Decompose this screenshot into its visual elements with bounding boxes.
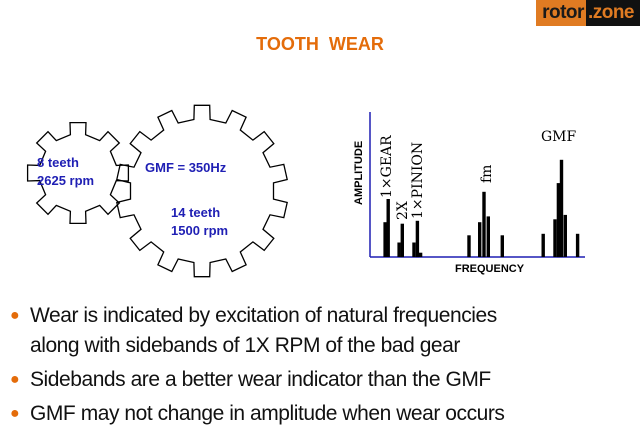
spectrum-bar-17 (575, 233, 580, 257)
spectrum-bar-7 (467, 235, 471, 258)
peak-label-1x-pinion: 1×PINION (410, 142, 426, 219)
bullet-1-line-1: Wear is indicated by excitation of natur… (30, 304, 497, 327)
bullet-1-line-2: along with sidebands of 1X RPM of the ba… (30, 334, 460, 357)
spectrum-bar-16 (563, 214, 567, 257)
spectrum-bar-6 (418, 252, 423, 257)
spectrum-bar-12 (541, 233, 545, 257)
peak-label-1x-gear: 1×GEAR (379, 135, 395, 198)
spectrum-bar-1 (386, 199, 390, 257)
x-axis-label: FREQUENCY (455, 263, 525, 275)
gear-8-teeth (26, 121, 130, 225)
slide-title: TOOTH WEAR (256, 34, 384, 54)
spectrum-bar-10 (486, 216, 490, 257)
spectrum-bar-9 (482, 191, 486, 258)
pinion-teeth-label: 8 teeth (37, 155, 79, 170)
logo-part2: .zone (585, 0, 640, 26)
pinion-rpm-label: 2625 rpm (37, 173, 94, 188)
spectrum-bar-8 (478, 222, 482, 257)
logo-part1: rotor (536, 0, 586, 26)
spectrum-bar-13 (553, 219, 557, 257)
spectrum-plot: AMPLITUDE FREQUENCY 1×GEAR 2X 1×PINION f… (353, 112, 585, 275)
rotor-zone-logo: rotor .zone (536, 0, 640, 26)
gmf-label: GMF = 350Hz (145, 160, 227, 175)
gear-teeth-label: 14 teeth (171, 205, 220, 220)
spectrum-bar-3 (400, 223, 404, 258)
bullet-3-line-1: GMF may not change in amplitude when wea… (30, 402, 505, 425)
bullet-2-line-1: Sidebands are a better wear indicator th… (30, 368, 491, 391)
gear-rpm-label: 1500 rpm (171, 223, 228, 238)
spectrum-bar-14 (556, 183, 561, 258)
spectrum-bar-5 (415, 220, 420, 258)
spectrum-bar-11 (500, 235, 504, 258)
spectrum-bar-0 (383, 222, 387, 257)
gear-14-teeth (116, 104, 288, 278)
peak-label-fm: fm (479, 165, 495, 183)
bullet-dot: ● (10, 307, 20, 324)
spectrum-bar-15 (559, 159, 564, 257)
bullet-dot: ● (10, 371, 20, 388)
peak-label-gmf: GMF (541, 129, 577, 145)
bullet-dot: ● (10, 405, 20, 422)
peak-label-2x: 2X (395, 201, 411, 220)
spectrum-bar-4 (412, 242, 416, 257)
spectrum-bar-2 (397, 242, 401, 257)
y-axis-label: AMPLITUDE (353, 141, 365, 205)
